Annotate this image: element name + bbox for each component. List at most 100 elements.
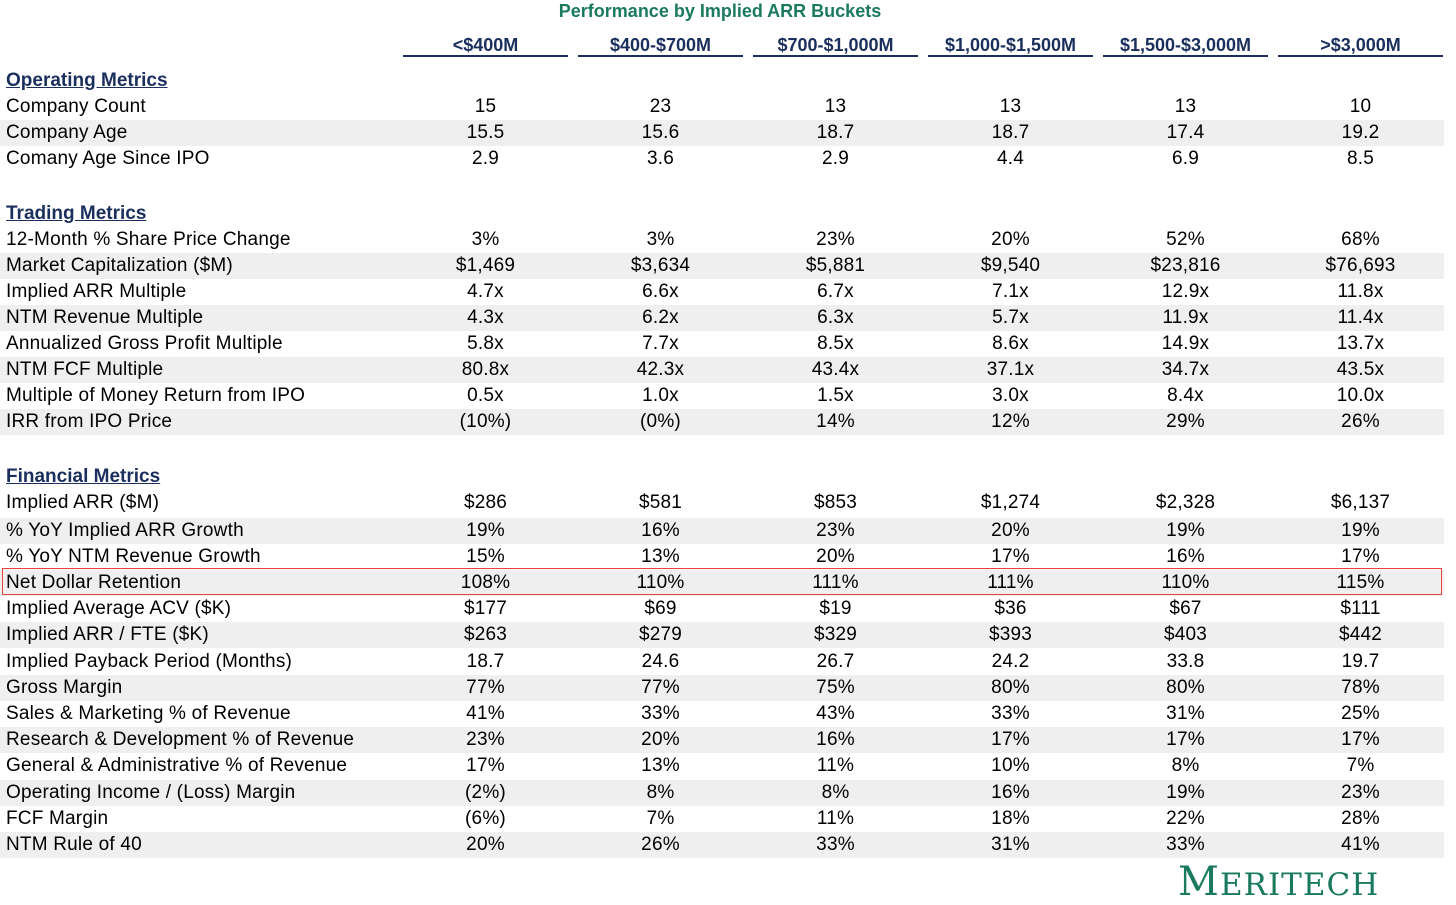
row-label: Annualized Gross Profit Multiple xyxy=(6,333,283,354)
table-cell: 18.7 xyxy=(816,122,855,143)
table-cell: $442 xyxy=(1338,624,1383,645)
column-header: <$400M xyxy=(403,33,568,57)
table-cell: 11.4x xyxy=(1337,307,1384,328)
table-cell: 23 xyxy=(649,96,672,117)
table-cell: $6,137 xyxy=(1330,492,1391,513)
table-cell: 28% xyxy=(1341,808,1380,829)
table-cell: 19% xyxy=(1166,782,1205,803)
row-label: Research & Development % of Revenue xyxy=(6,729,355,750)
table-row: Comany Age Since IPO 2.9 3.6 2.9 4.4 6.9 8.5 xyxy=(0,146,1444,172)
row-label: Operating Income / (Loss) Margin xyxy=(6,782,296,803)
table-cell: 23% xyxy=(816,229,855,250)
table-cell: $19 xyxy=(819,598,852,619)
row-label: Implied Payback Period (Months) xyxy=(6,651,293,672)
table-cell: 12% xyxy=(991,411,1030,432)
table-cell: 5.8x xyxy=(467,333,504,354)
table-row: NTM FCF Multiple 80.8x 42.3x 43.4x 37.1x 34.7… xyxy=(0,357,1444,383)
table-cell: $67 xyxy=(1169,598,1202,619)
table-row: Implied Payback Period (Months) 18.7 24.6 2… xyxy=(0,649,1444,675)
table-cell: 8.6x xyxy=(992,333,1029,354)
column-header: $400-$700M xyxy=(578,33,743,57)
table-cell: 41% xyxy=(466,703,505,724)
table-cell: 37.1x xyxy=(986,359,1035,380)
table-cell: 20% xyxy=(816,546,855,567)
row-label: % YoY NTM Revenue Growth xyxy=(6,546,261,567)
table-cell: 6.3x xyxy=(817,307,854,328)
table-cell: 75% xyxy=(816,677,855,698)
table-cell: 13.7x xyxy=(1336,333,1385,354)
table-cell: 18.7 xyxy=(991,122,1030,143)
table-cell: 80% xyxy=(1166,677,1205,698)
table-cell: $581 xyxy=(638,492,683,513)
row-label: Implied ARR Multiple xyxy=(6,281,187,302)
table-cell: 6.7x xyxy=(817,281,854,302)
section-financial-metrics: Financial Metrics xyxy=(6,466,161,487)
table-cell: 8% xyxy=(646,782,675,803)
table-cell: 24.6 xyxy=(641,651,680,672)
table-cell: $3,634 xyxy=(630,255,691,276)
table-cell: 25% xyxy=(1341,703,1380,724)
table-cell: (0%) xyxy=(640,411,681,432)
table-cell: 26% xyxy=(641,834,680,855)
table-cell: 19.7 xyxy=(1341,651,1380,672)
table-cell: $111 xyxy=(1340,598,1381,619)
table-row: FCF Margin (6%) 7% 11% 18% 22% 28% xyxy=(0,806,1444,832)
section-operating-metrics: Operating Metrics xyxy=(6,70,168,91)
table-cell: 2.9 xyxy=(821,148,849,169)
table-cell: 3% xyxy=(646,229,675,250)
table-cell: 17% xyxy=(991,729,1030,750)
table-cell: 20% xyxy=(641,729,680,750)
table-cell: 19% xyxy=(1341,520,1380,541)
table-cell: (6%) xyxy=(465,808,506,829)
table-cell: 8% xyxy=(1171,755,1200,776)
table-cell: $177 xyxy=(463,598,508,619)
table-row: Implied ARR ($M) $286 $581 $853 $1,274 $2,328… xyxy=(0,490,1444,516)
row-label: Market Capitalization ($M) xyxy=(6,255,233,276)
table-cell: 8.5 xyxy=(1346,148,1374,169)
table-row: Net Dollar Retention 108% 110% 111% 111% 110%… xyxy=(0,570,1444,596)
table-cell: 7% xyxy=(1346,755,1375,776)
row-label: Company Age xyxy=(6,122,128,143)
column-header: $1,500-$3,000M xyxy=(1103,33,1268,57)
table-cell: 15.6 xyxy=(641,122,680,143)
table-cell: $403 xyxy=(1163,624,1208,645)
table-cell: 8.4x xyxy=(1167,385,1204,406)
table-row: % YoY Implied ARR Growth 19% 16% 23% 20% 19% 1… xyxy=(0,518,1444,544)
table-cell: 17% xyxy=(1341,729,1380,750)
table-cell: 19% xyxy=(466,520,505,541)
row-label: % YoY Implied ARR Growth xyxy=(6,520,244,541)
table-cell: 13 xyxy=(1174,96,1197,117)
table-row: % YoY NTM Revenue Growth 15% 13% 20% 17% 16% 1… xyxy=(0,544,1444,570)
column-header: $1,000-$1,500M xyxy=(928,33,1093,57)
table-cell: 17% xyxy=(1341,546,1380,567)
table-cell: 17% xyxy=(466,755,505,776)
table-cell: 16% xyxy=(641,520,680,541)
table-cell: 17% xyxy=(991,546,1030,567)
table-cell: (2%) xyxy=(465,782,506,803)
table-cell: 43.5x xyxy=(1336,359,1385,380)
table-row: Research & Development % of Revenue 23% 20… xyxy=(0,727,1444,753)
table-row: IRR from IPO Price (10%) (0%) 14% 12% 29% 26% xyxy=(0,409,1444,435)
table-row: Operating Income / (Loss) Margin (2%) 8% 8%… xyxy=(0,780,1444,806)
row-label: NTM Revenue Multiple xyxy=(6,307,204,328)
table-row: Implied ARR Multiple 4.7x 6.6x 6.7x 7.1x 12.9… xyxy=(0,279,1444,305)
row-label: NTM FCF Multiple xyxy=(6,359,164,380)
table-cell: 5.7x xyxy=(992,307,1029,328)
table-cell: 17% xyxy=(1166,729,1205,750)
table-cell: 11% xyxy=(816,755,855,776)
table-cell: 8% xyxy=(821,782,850,803)
table-row: Sales & Marketing % of Revenue 41% 33% 43% 3… xyxy=(0,701,1444,727)
table-cell: 29% xyxy=(1166,411,1205,432)
row-label: Gross Margin xyxy=(6,677,123,698)
table-cell: 23% xyxy=(466,729,505,750)
table-cell: 7.1x xyxy=(992,281,1029,302)
table-cell: 6.9 xyxy=(1171,148,1199,169)
table-cell: 4.7x xyxy=(467,281,504,302)
row-label: Implied ARR / FTE ($K) xyxy=(6,624,209,645)
table-cell: 3.0x xyxy=(992,385,1029,406)
table-cell: 42.3x xyxy=(636,359,685,380)
table-cell: 77% xyxy=(466,677,505,698)
table-cell: 6.6x xyxy=(642,281,679,302)
table-cell: 12.9x xyxy=(1161,281,1210,302)
table-cell: 43% xyxy=(816,703,855,724)
